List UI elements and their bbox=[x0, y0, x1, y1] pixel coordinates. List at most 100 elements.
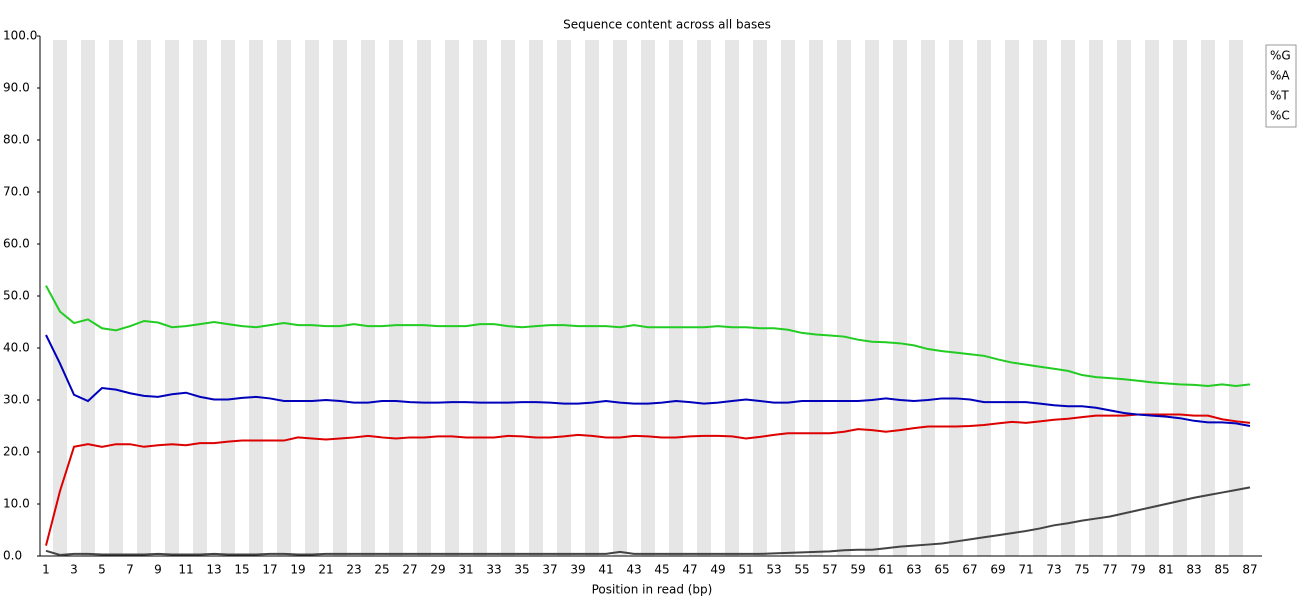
x-tick-label: 81 bbox=[1158, 563, 1173, 577]
stripe bbox=[1117, 40, 1131, 556]
legend-entry: %C bbox=[1270, 109, 1290, 123]
stripe bbox=[921, 40, 935, 556]
stripe bbox=[697, 40, 711, 556]
x-tick-label: 43 bbox=[626, 563, 641, 577]
series-line bbox=[45, 334, 1251, 427]
x-tick-label: 51 bbox=[738, 563, 753, 577]
stripe bbox=[893, 40, 907, 556]
x-tick-label: 31 bbox=[458, 563, 473, 577]
x-tick-label: 69 bbox=[990, 563, 1005, 577]
x-tick-label: 65 bbox=[934, 563, 949, 577]
series-line bbox=[45, 413, 1251, 546]
stripe bbox=[949, 40, 963, 556]
x-tick-label: 41 bbox=[598, 563, 613, 577]
x-tick-label: 67 bbox=[962, 563, 977, 577]
x-tick-label: 61 bbox=[878, 563, 893, 577]
x-tick-label: 77 bbox=[1102, 563, 1117, 577]
stripe bbox=[417, 40, 431, 556]
stripe bbox=[977, 40, 991, 556]
y-tick-label: 100.0 bbox=[3, 29, 37, 43]
chart-title: Sequence content across all bases bbox=[563, 18, 771, 32]
stripe bbox=[109, 40, 123, 556]
x-tick-label: 45 bbox=[654, 563, 669, 577]
x-tick-label: 59 bbox=[850, 563, 865, 577]
x-tick-label: 49 bbox=[710, 563, 725, 577]
stripe bbox=[137, 40, 151, 556]
x-tick-label: 7 bbox=[126, 563, 134, 577]
series-line bbox=[45, 486, 1251, 556]
x-tick-label: 73 bbox=[1046, 563, 1061, 577]
x-tick-label: 15 bbox=[234, 563, 249, 577]
x-tick-label: 83 bbox=[1186, 563, 1201, 577]
stripe bbox=[501, 40, 515, 556]
x-tick-label: 35 bbox=[514, 563, 529, 577]
x-tick-label: 37 bbox=[542, 563, 557, 577]
x-tick-label: 23 bbox=[346, 563, 361, 577]
x-tick-label: 29 bbox=[430, 563, 445, 577]
x-tick-label: 87 bbox=[1242, 563, 1257, 577]
stripe bbox=[305, 40, 319, 556]
stripe bbox=[361, 40, 375, 556]
stripe bbox=[781, 40, 795, 556]
stripe bbox=[809, 40, 823, 556]
stripe bbox=[445, 40, 459, 556]
stripe bbox=[1061, 40, 1075, 556]
x-tick-label: 85 bbox=[1214, 563, 1229, 577]
x-tick-label: 19 bbox=[290, 563, 305, 577]
stripe bbox=[1145, 40, 1159, 556]
stripe bbox=[557, 40, 571, 556]
y-tick-label: 70.0 bbox=[3, 185, 30, 199]
x-tick-label: 39 bbox=[570, 563, 585, 577]
x-tick-label: 9 bbox=[154, 563, 162, 577]
x-tick-label: 13 bbox=[206, 563, 221, 577]
y-tick-label: 10.0 bbox=[3, 497, 30, 511]
legend-box bbox=[1265, 44, 1297, 128]
stripe bbox=[81, 40, 95, 556]
stripe bbox=[865, 40, 879, 556]
y-tick-label: 40.0 bbox=[3, 341, 30, 355]
stripe bbox=[389, 40, 403, 556]
x-tick-label: 47 bbox=[682, 563, 697, 577]
x-tick-label: 57 bbox=[822, 563, 837, 577]
stripe bbox=[669, 40, 683, 556]
y-tick-label: 50.0 bbox=[3, 289, 30, 303]
stripe bbox=[1089, 40, 1103, 556]
x-tick-label: 33 bbox=[486, 563, 501, 577]
legend-entry: %A bbox=[1270, 69, 1290, 83]
stripe bbox=[221, 40, 235, 556]
x-tick-label: 5 bbox=[98, 563, 106, 577]
x-tick-label: 21 bbox=[318, 563, 333, 577]
x-tick-label: 25 bbox=[374, 563, 389, 577]
stripe bbox=[193, 40, 207, 556]
stripe bbox=[837, 40, 851, 556]
stripe bbox=[1005, 40, 1019, 556]
series-line bbox=[45, 285, 1251, 387]
y-tick-label: 0.0 bbox=[3, 549, 22, 563]
stripe bbox=[165, 40, 179, 556]
stripe bbox=[473, 40, 487, 556]
stripe bbox=[529, 40, 543, 556]
y-tick-label: 90.0 bbox=[3, 81, 30, 95]
x-tick-label: 55 bbox=[794, 563, 809, 577]
stripe bbox=[725, 40, 739, 556]
stripe bbox=[53, 40, 67, 556]
x-tick-label: 53 bbox=[766, 563, 781, 577]
legend-entry: %T bbox=[1270, 89, 1289, 103]
x-tick-label: 75 bbox=[1074, 563, 1089, 577]
x-axis-label: Position in read (bp) bbox=[592, 583, 713, 597]
legend-entry: %G bbox=[1270, 49, 1291, 63]
x-tick-label: 11 bbox=[178, 563, 193, 577]
stripe bbox=[1201, 40, 1215, 556]
stripe bbox=[1033, 40, 1047, 556]
y-tick-label: 60.0 bbox=[3, 237, 30, 251]
stripe bbox=[641, 40, 655, 556]
stripe bbox=[585, 40, 599, 556]
x-tick-label: 63 bbox=[906, 563, 921, 577]
y-tick-label: 80.0 bbox=[3, 133, 30, 147]
stripe bbox=[333, 40, 347, 556]
stripe bbox=[753, 40, 767, 556]
x-tick-label: 17 bbox=[262, 563, 277, 577]
x-tick-label: 71 bbox=[1018, 563, 1033, 577]
stripe bbox=[1173, 40, 1187, 556]
